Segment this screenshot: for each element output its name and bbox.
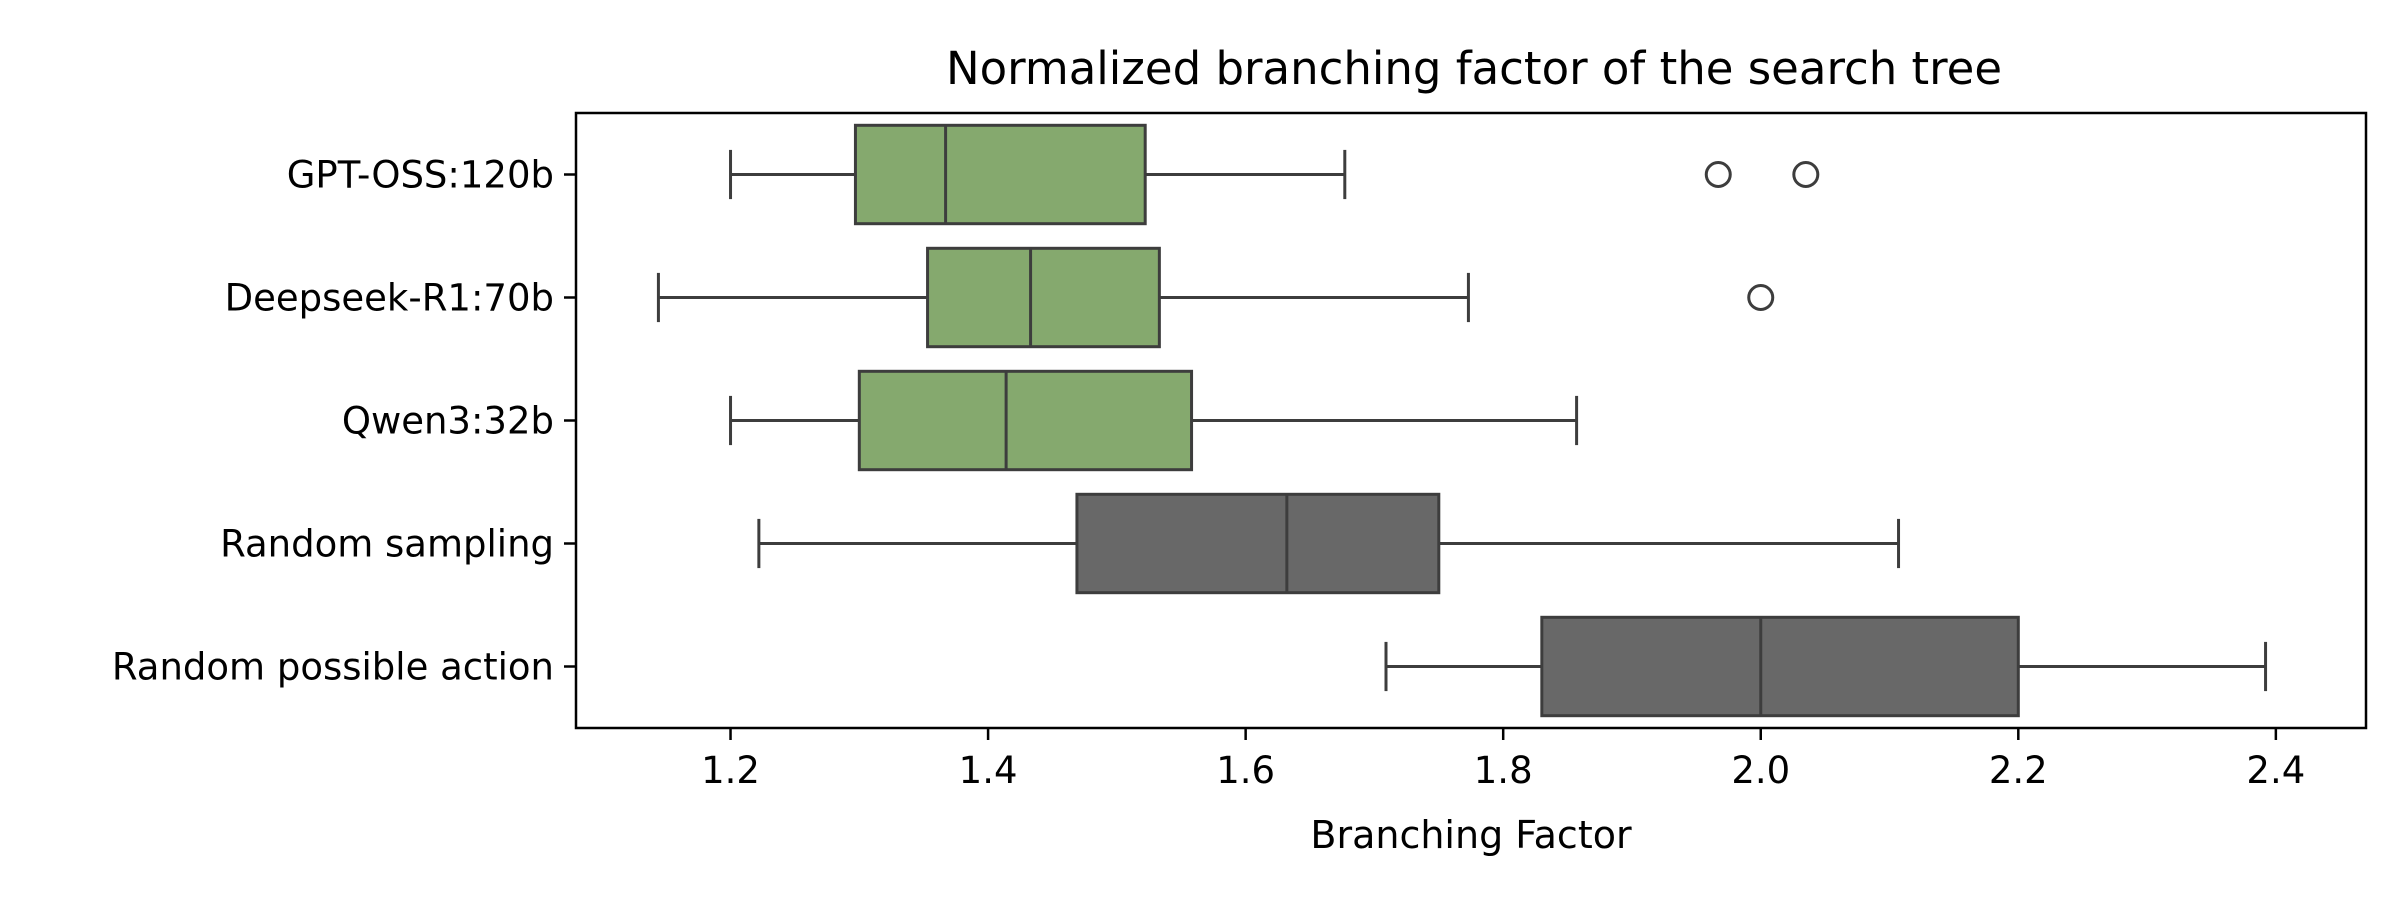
x-tick-label: 2.2 [1989,749,2048,792]
y-category-label: Random sampling [220,523,554,566]
box-group [729,369,1579,472]
outlier-point [1792,161,1820,188]
iqr-box [853,123,1147,226]
outlier-point [1747,284,1775,311]
y-category-label: Random possible action [112,646,554,689]
iqr-box [1540,615,2020,718]
box-group [757,492,1901,595]
iqr-box [926,246,1161,349]
x-axis-label: Branching Factor [1310,813,1632,857]
iqr-box [857,369,1194,472]
box-group [729,123,1820,226]
plot-area [656,123,2268,718]
chart-title: Normalized branching factor of the searc… [946,42,2002,95]
x-tick-label: 1.4 [959,749,1018,792]
x-tick-label: 2.0 [1731,749,1790,792]
y-axis: GPT-OSS:120b Deepseek-R1:70b Qwen3:32b Rand… [112,154,576,689]
x-axis: 1.2 1.4 1.6 1.8 2.0 2.2 2.4 [701,728,2305,792]
x-tick-label: 1.2 [701,749,760,792]
y-category-label: Qwen3:32b [342,400,554,443]
box-group [1384,615,2268,718]
x-tick-label: 2.4 [2246,749,2305,792]
outlier-point [1704,161,1732,188]
x-tick-label: 1.8 [1474,749,1533,792]
box-group [656,246,1775,349]
y-category-label: GPT-OSS:120b [287,154,554,197]
iqr-box [1075,492,1441,595]
y-category-label: Deepseek-R1:70b [225,277,554,320]
x-tick-label: 1.6 [1216,749,1275,792]
